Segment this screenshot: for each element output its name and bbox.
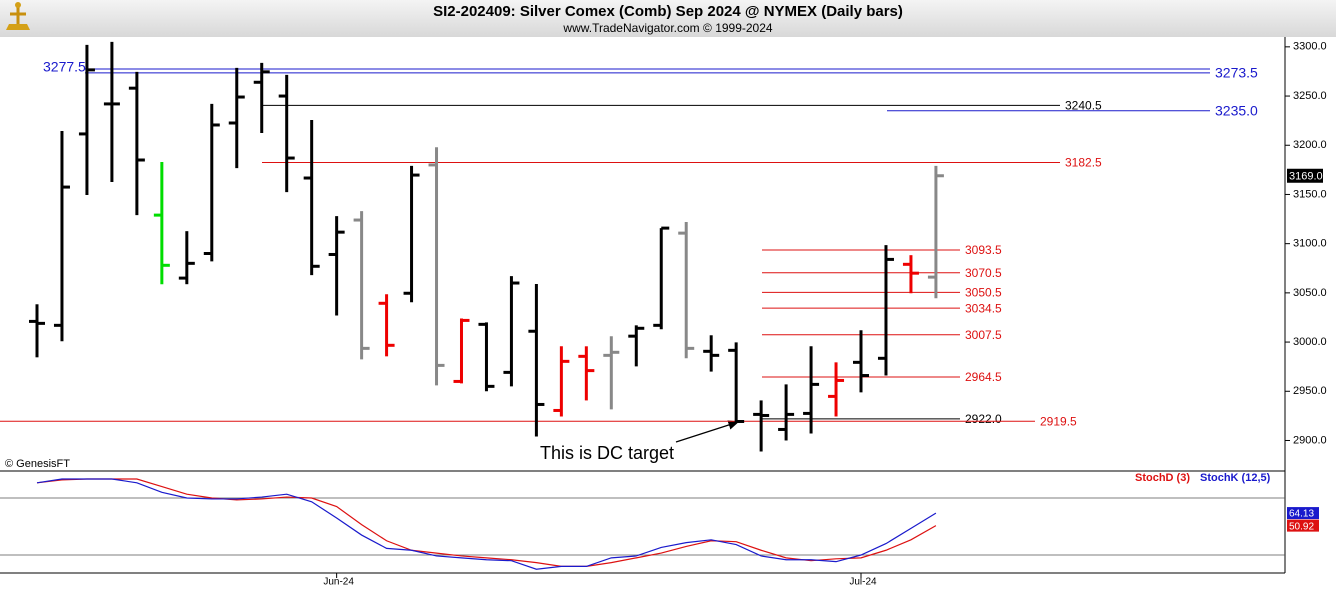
chart-subtitle: www.TradeNavigator.com © 1999-2024 — [562, 21, 772, 35]
level-label: 2964.5 — [965, 370, 1002, 384]
y-tick-label: 3250.0 — [1293, 90, 1327, 102]
level-label: 3235.0 — [1215, 103, 1258, 119]
stoch-value-label: 64.13 — [1289, 509, 1314, 520]
stoch-value-label: 50.92 — [1289, 521, 1314, 532]
stoch-value-box — [1287, 519, 1319, 532]
level-label: 3007.5 — [965, 328, 1002, 342]
last-price-label: 3169.0 — [1289, 171, 1323, 183]
header-bar — [0, 0, 1336, 37]
y-tick-label: 3300.0 — [1293, 41, 1327, 53]
level-label: 3034.5 — [965, 301, 1002, 315]
y-tick-label: 3100.0 — [1293, 238, 1327, 250]
level-label: 2922.0 — [965, 412, 1002, 426]
y-tick-label: 2900.0 — [1293, 434, 1327, 446]
level-label: 3070.5 — [965, 266, 1002, 280]
level-label: 3277.5 — [43, 59, 86, 75]
annotation: This is DC target — [540, 443, 674, 463]
x-tick-label: Jul-24 — [849, 577, 877, 588]
level-label: 3273.5 — [1215, 65, 1258, 81]
last-price-box — [1287, 168, 1323, 183]
chart-title: SI2-202409: Silver Comex (Comb) Sep 2024… — [433, 3, 903, 20]
level-label: 3093.5 — [965, 243, 1002, 257]
stoch-value-box — [1287, 507, 1319, 520]
legend-entry: StochK (12,5) — [1200, 472, 1271, 484]
level-label: 3050.5 — [965, 286, 1002, 300]
y-tick-label: 2950.0 — [1293, 385, 1327, 397]
stoch-line — [36, 478, 937, 567]
level-label: 3240.5 — [1065, 99, 1102, 113]
copyright: © GenesisFT — [5, 458, 70, 470]
y-tick-label: 3150.0 — [1293, 188, 1327, 200]
legend-entry: StochD (3) — [1135, 472, 1190, 484]
level-label: 3182.5 — [1065, 156, 1102, 170]
stoch-line — [36, 478, 937, 570]
x-tick-label: Jun-24 — [323, 577, 354, 588]
y-tick-label: 3200.0 — [1293, 139, 1327, 151]
annotation-arrow — [675, 420, 740, 443]
y-tick-label: 3050.0 — [1293, 287, 1327, 299]
level-label: 2919.5 — [1040, 414, 1077, 428]
logo — [6, 2, 30, 30]
y-tick-label: 3000.0 — [1293, 336, 1327, 348]
